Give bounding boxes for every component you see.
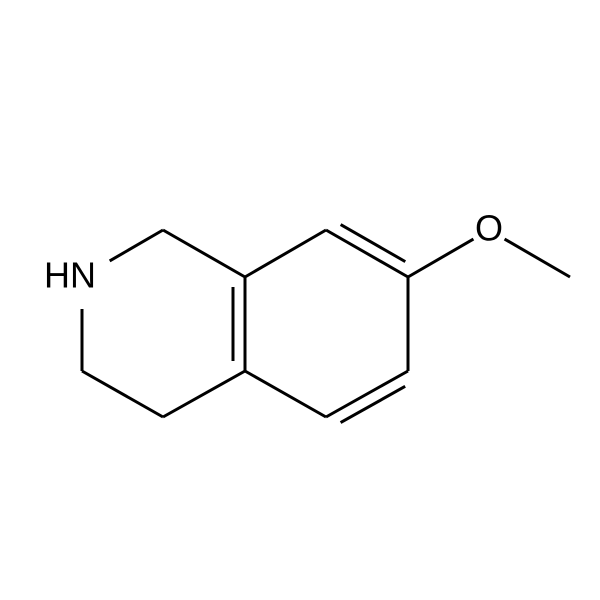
bond-line [163, 371, 245, 417]
bond-line [326, 371, 408, 417]
atom-label: O [475, 208, 503, 249]
bond-line [110, 230, 163, 261]
bond-line [245, 230, 326, 277]
bond-line [408, 239, 473, 277]
atom-label: HN [44, 255, 96, 296]
bond-layer [82, 225, 570, 423]
bond-line [245, 371, 326, 417]
bond-line [82, 371, 163, 417]
molecule-canvas: HN O [0, 0, 600, 600]
label-layer: HN O [44, 208, 503, 296]
bond-line [505, 239, 570, 277]
bond-line [326, 230, 408, 277]
bond-line [163, 230, 245, 277]
